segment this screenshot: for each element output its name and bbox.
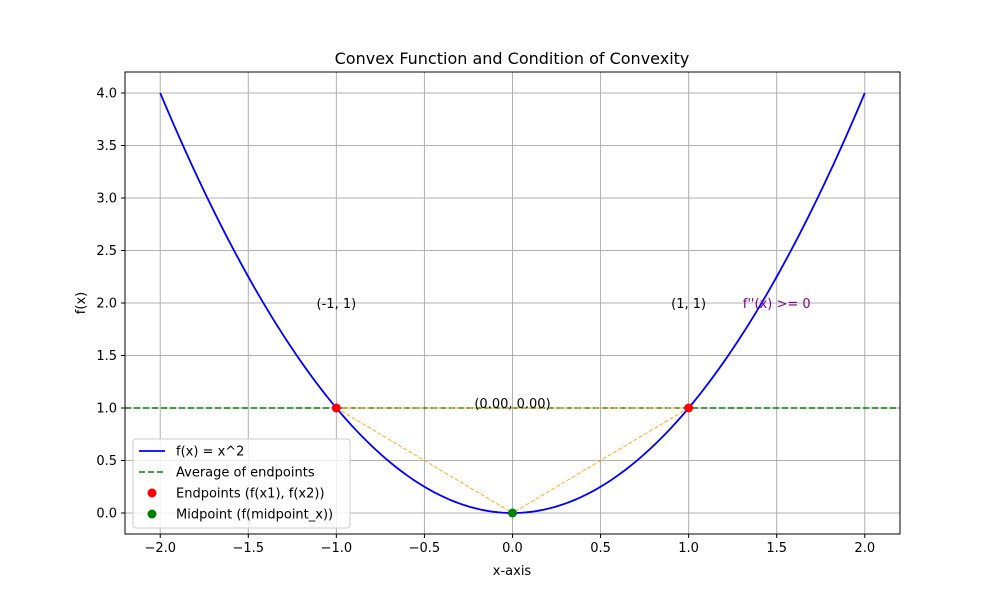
plot-area bbox=[125, 92, 900, 518]
x-tick-label: 1.5 bbox=[766, 541, 787, 556]
endpoint-marker bbox=[331, 403, 341, 413]
midpoint-marker bbox=[508, 508, 517, 518]
x-tick-label: −1.0 bbox=[321, 541, 353, 556]
legend-label: Average of endpoints bbox=[176, 466, 315, 481]
ticks: −2.0 −1.5 −1.0 −0.5 0.0 0.5 1.0 1.5 2.0 0.0 0.5 1.0… bbox=[96, 87, 875, 557]
y-tick-label: 2.5 bbox=[96, 244, 117, 259]
legend: f(x) = x^2 Average of endpoints Endpoints … bbox=[132, 438, 351, 529]
chord-line bbox=[512, 407, 689, 514]
x-tick-label: 2.0 bbox=[854, 541, 875, 556]
legend-swatch-endpoints bbox=[147, 488, 157, 498]
x-tick-label: −1.5 bbox=[233, 541, 265, 556]
y-tick-label: 0.5 bbox=[96, 454, 117, 469]
endpoint-marker bbox=[684, 403, 694, 413]
legend-label: Endpoints (f(x1), f(x2)) bbox=[176, 487, 325, 502]
annotation-text: f''(x) >= 0 bbox=[743, 297, 811, 312]
annotation-text: (0.00, 0.00) bbox=[474, 397, 550, 412]
x-tick-label: −0.5 bbox=[409, 541, 441, 556]
annotations: (-1, 1) (1, 1) f''(x) >= 0 (0.00, 0.00) bbox=[317, 297, 811, 412]
y-tick-label: 1.5 bbox=[96, 349, 117, 364]
annotation-text: (-1, 1) bbox=[317, 297, 357, 312]
x-tick-label: 0.5 bbox=[590, 541, 611, 556]
annotation-text: (1, 1) bbox=[671, 297, 706, 312]
y-tick-label: 3.0 bbox=[96, 192, 117, 207]
x-tick-label: 1.0 bbox=[678, 541, 699, 556]
x-tick-label: 0.0 bbox=[502, 541, 523, 556]
y-tick-label: 3.5 bbox=[96, 139, 117, 154]
chart-title: Convex Function and Condition of Convexi… bbox=[335, 49, 690, 68]
legend-label: f(x) = x^2 bbox=[176, 445, 244, 460]
x-tick-label: −2.0 bbox=[144, 541, 176, 556]
chord-line bbox=[336, 407, 513, 514]
x-axis-label: x-axis bbox=[493, 564, 532, 579]
legend-box bbox=[132, 438, 351, 529]
y-axis-label: f(x) bbox=[74, 292, 89, 314]
y-tick-label: 0.0 bbox=[96, 507, 117, 522]
y-tick-label: 4.0 bbox=[96, 87, 117, 102]
legend-swatch-midpoint bbox=[147, 509, 157, 519]
legend-label: Midpoint (f(midpoint_x)) bbox=[176, 508, 333, 523]
y-tick-label: 2.0 bbox=[96, 297, 117, 312]
y-tick-label: 1.0 bbox=[96, 402, 117, 417]
